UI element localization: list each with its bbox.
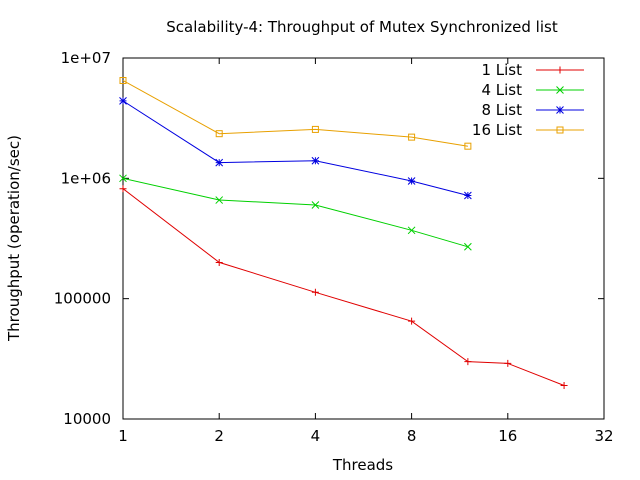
y-tick-label: 10000: [63, 410, 111, 428]
data-point-plus: [408, 317, 416, 325]
data-point-plus: [311, 288, 319, 296]
legend-label: 1 List: [481, 61, 522, 79]
plot-frame: [122, 57, 605, 420]
series-line: [122, 177, 469, 248]
series-1: [119, 185, 568, 389]
axis-ticks: 1 2 4 8 16 32 10000 100000 1e+06 1e+07: [54, 49, 614, 445]
data-point-plus: [556, 66, 564, 74]
data-point-star: [464, 191, 472, 200]
data-point-star: [407, 177, 416, 185]
x-tick-label: 4: [311, 427, 321, 445]
data-point-plus: [119, 185, 127, 193]
data-point-cross: [119, 174, 127, 183]
series-3: [119, 97, 472, 200]
series-line: [122, 100, 469, 196]
y-tick-label: 100000: [54, 290, 111, 308]
y-axis-label: Throughput (operation/sec): [5, 135, 23, 342]
series-line: [122, 80, 468, 147]
data-point-square: [311, 125, 319, 133]
data-point-cross: [556, 86, 564, 94]
data-point-cross: [407, 226, 416, 235]
series-2: [119, 174, 472, 251]
data-point-cross: [311, 201, 320, 209]
legend-label: 8 List: [481, 101, 522, 119]
legend: 1 List 4 List 8 List 16 List: [472, 61, 584, 139]
legend-label: 4 List: [481, 81, 522, 99]
series-4: [119, 77, 472, 150]
data-point-cross: [215, 196, 224, 204]
y-tick-label: 1e+07: [61, 49, 111, 67]
x-tick-label: 16: [498, 427, 517, 445]
data-point-square: [408, 133, 416, 141]
data-point-cross: [464, 242, 472, 251]
x-axis-label: Threads: [332, 456, 393, 474]
data-point-plus: [464, 358, 472, 366]
data-point-square: [215, 130, 223, 138]
data-point-star: [215, 158, 224, 167]
data-point-square: [556, 126, 564, 134]
x-tick-label: 8: [407, 427, 417, 445]
x-tick-label: 1: [118, 427, 128, 445]
chart-title: Scalability-4: Throughput of Mutex Synch…: [166, 18, 558, 36]
series-line: [122, 188, 565, 386]
x-tick-label: 2: [214, 427, 224, 445]
data-point-plus: [504, 359, 512, 367]
x-tick-label: 32: [594, 427, 613, 445]
data-point-plus: [560, 381, 568, 389]
data-point-square: [464, 142, 472, 150]
data-point-square: [119, 77, 127, 85]
data-point-star: [119, 97, 127, 105]
y-tick-label: 1e+06: [61, 169, 111, 187]
data-point-star: [556, 106, 564, 114]
series-layer: [119, 77, 568, 389]
data-point-star: [311, 156, 320, 165]
data-point-plus: [215, 258, 223, 266]
legend-label: 16 List: [472, 121, 522, 139]
